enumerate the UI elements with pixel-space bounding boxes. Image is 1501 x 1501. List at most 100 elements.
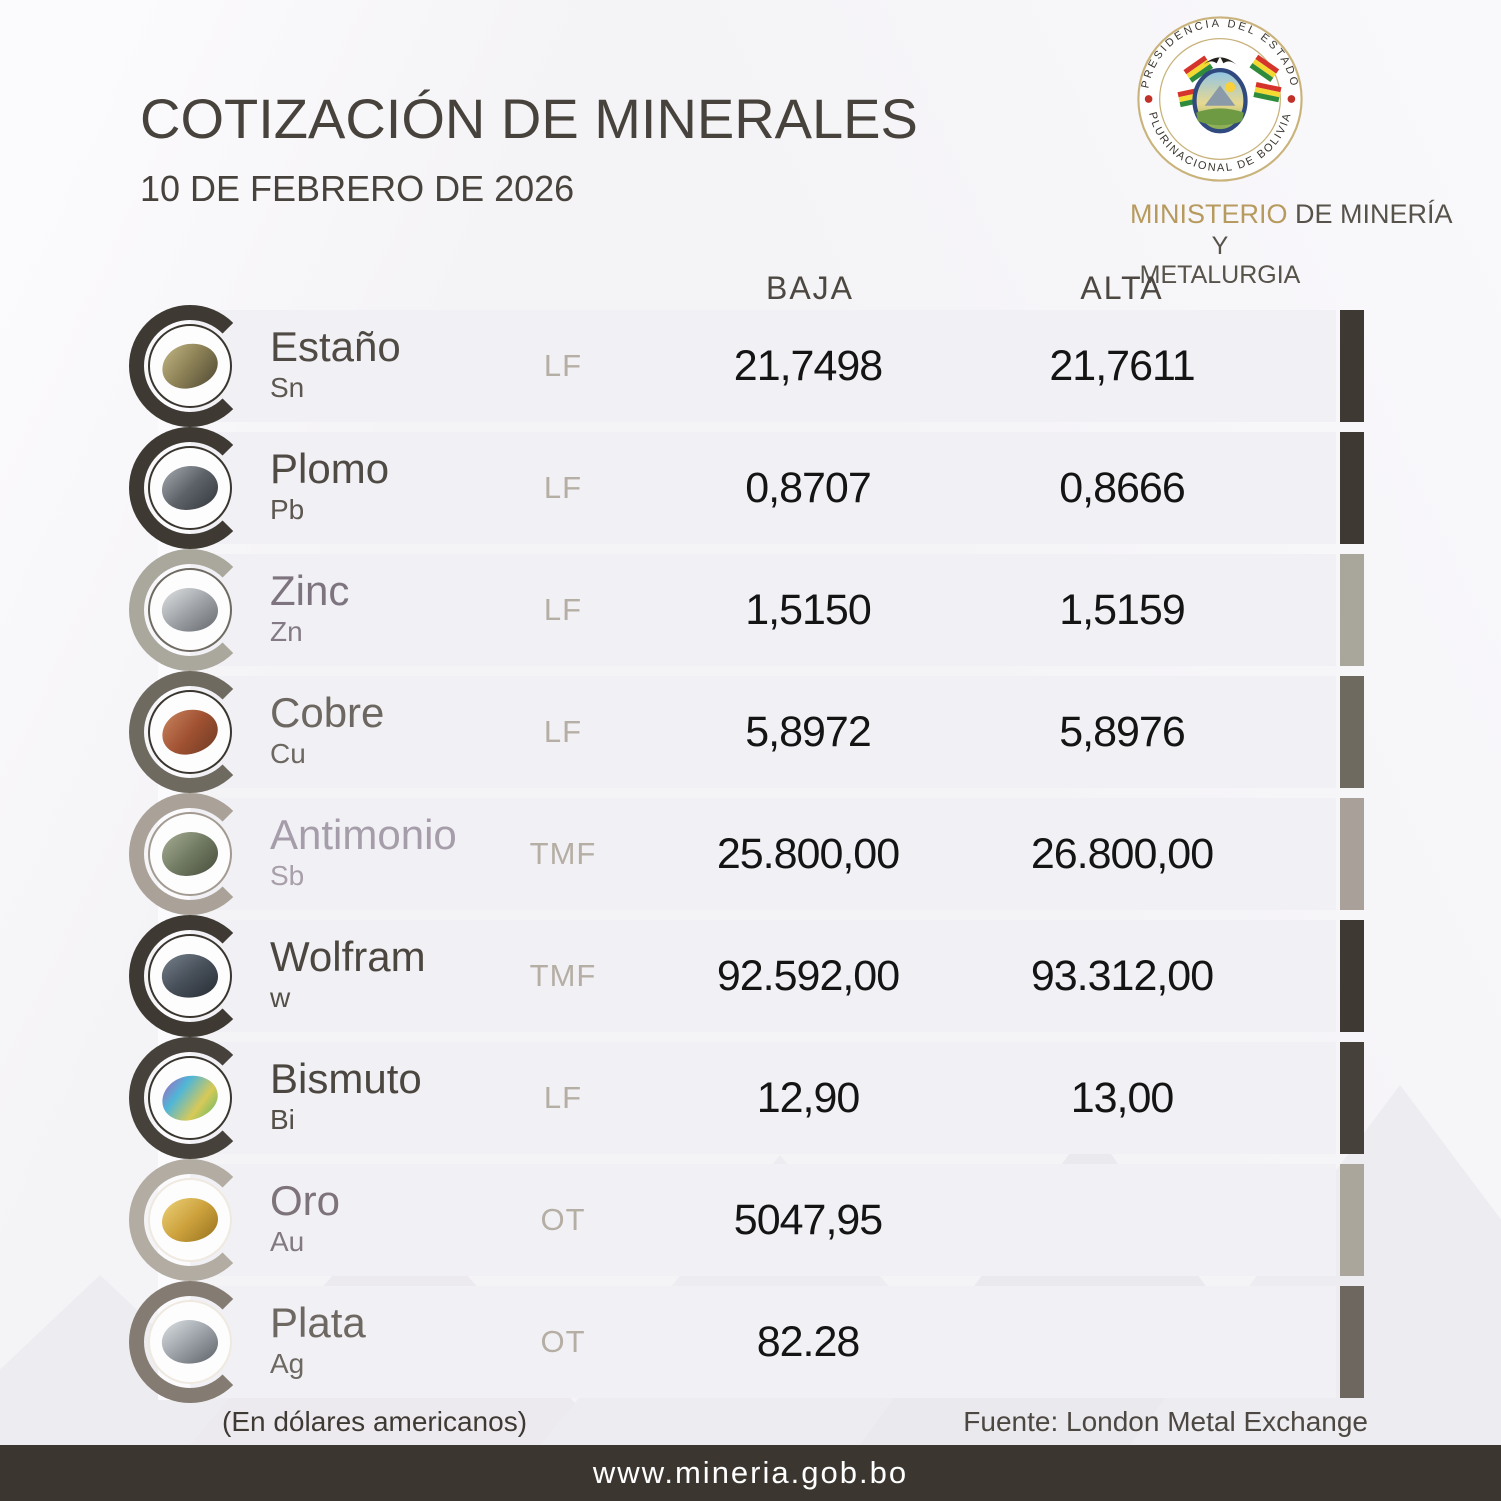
mineral-photo <box>159 706 221 758</box>
alta-value <box>962 1164 1282 1276</box>
table-row: Wolfram w TMF 92.592,00 93.312,00 <box>129 915 1364 1037</box>
row-background <box>190 920 1336 1032</box>
mineral-photo <box>159 584 221 636</box>
table-row: Cobre Cu LF 5,8972 5,8976 <box>129 671 1364 793</box>
table-row: Antimonio Sb TMF 25.800,00 26.800,00 <box>129 793 1364 915</box>
alta-value: 93.312,00 <box>1030 951 1214 1000</box>
report-date: 10 DE FEBRERO DE 2026 <box>140 168 575 209</box>
row-background <box>190 1042 1336 1154</box>
row-background <box>190 798 1336 910</box>
mineral-symbol: Bi <box>270 1104 295 1136</box>
row-accent-bar <box>1340 432 1364 544</box>
mineral-photo-circle <box>148 690 232 774</box>
mineral-name: Cobre <box>270 689 385 736</box>
row-accent-bar <box>1340 798 1364 910</box>
row-background <box>190 310 1336 422</box>
ministry-name: MINISTERIO DE MINERÍA <box>1130 199 1453 230</box>
mineral-photo-badge <box>129 549 251 671</box>
mineral-symbol: Zn <box>270 616 303 648</box>
mineral-name: Oro <box>270 1177 341 1224</box>
ministry-logo: PRESIDENCIA DEL ESTADO PLURINACIONAL DE … <box>1130 14 1453 290</box>
row-accent-bar <box>1340 1286 1364 1398</box>
mineral-photo-badge <box>129 1037 251 1159</box>
mineral-symbol: Sb <box>270 860 305 892</box>
source-note: Fuente: London Metal Exchange <box>963 1406 1368 1437</box>
mineral-photo-badge <box>129 1281 251 1403</box>
table-row: Estaño Sn LF 21,7498 21,7611 <box>129 305 1364 427</box>
mineral-name: Estaño <box>270 323 401 370</box>
mineral-photo <box>159 1072 221 1124</box>
column-header-alta: ALTA <box>1080 270 1164 306</box>
table-row: Bismuto Bi LF 12,90 13,00 <box>129 1037 1364 1159</box>
mineral-photo-circle <box>148 568 232 652</box>
table-row: Plata Ag OT 82.28 <box>129 1281 1364 1403</box>
mineral-photo <box>159 1316 221 1368</box>
mineral-symbol: Pb <box>270 494 305 526</box>
mineral-table-rows: Estaño Sn LF 21,7498 21,7611 Plomo Pb LF 0,8707 0… <box>129 305 1364 1408</box>
mineral-symbol: Ag <box>270 1348 305 1380</box>
mineral-photo-badge <box>129 671 251 793</box>
table-row: Zinc Zn LF 1,5150 1,5159 <box>129 549 1364 671</box>
row-background <box>190 676 1336 788</box>
mineral-photo-badge <box>129 1159 251 1281</box>
row-background <box>190 1164 1336 1276</box>
ministry-name-accent: MINISTERIO <box>1130 199 1288 229</box>
presidency-seal: PRESIDENCIA DEL ESTADO PLURINACIONAL DE … <box>1137 16 1303 182</box>
alta-value: 26.800,00 <box>1030 829 1214 878</box>
mineral-photo <box>159 950 221 1002</box>
mineral-symbol: w <box>270 982 291 1014</box>
alta-value: 1,5159 <box>1059 585 1186 634</box>
mineral-name-block: Plata Ag <box>270 1299 366 1380</box>
column-header-baja: BAJA <box>765 270 855 306</box>
mineral-photo <box>159 340 221 392</box>
mineral-photo-circle <box>148 1056 232 1140</box>
mineral-symbol: Au <box>270 1226 305 1258</box>
alta-value: 13,00 <box>1070 1073 1175 1122</box>
mineral-name: Bismuto <box>270 1055 422 1102</box>
unit-label: TMF <box>529 958 597 993</box>
unit-label: TMF <box>529 836 597 871</box>
baja-value: 92.592,00 <box>716 951 900 1000</box>
mineral-photo-circle <box>148 324 232 408</box>
mineral-photo-badge <box>129 793 251 915</box>
alta-value: 0,8666 <box>1059 463 1186 512</box>
mineral-name: Plata <box>270 1299 366 1346</box>
mineral-name-block: Plomo Pb <box>270 445 390 526</box>
table-row: Oro Au OT 5047,95 <box>129 1159 1364 1281</box>
ministry-name-line2: Y METALURGIA <box>1139 232 1301 289</box>
mineral-name: Plomo <box>270 445 390 492</box>
alta-value: 5,8976 <box>1059 707 1186 756</box>
mineral-name-block: Oro Au <box>270 1177 341 1258</box>
mineral-photo <box>162 832 218 876</box>
row-background <box>190 432 1336 544</box>
row-accent-bar <box>1340 1042 1364 1154</box>
baja-value: 82.28 <box>756 1317 861 1366</box>
row-accent-bar <box>1340 920 1364 1032</box>
mineral-name-block: Antimonio Sb <box>270 811 457 892</box>
mineral-photo-circle <box>148 934 232 1018</box>
mineral-name: Wolfram <box>270 933 426 980</box>
baja-value: 5,8972 <box>745 707 872 756</box>
mineral-name-block: Bismuto Bi <box>270 1055 422 1136</box>
currency-note: (En dólares americanos) <box>222 1406 528 1437</box>
mineral-name: Antimonio <box>270 811 457 858</box>
mineral-photo-circle <box>148 446 232 530</box>
bottom-bar: www.mineria.gob.bo <box>0 1445 1501 1501</box>
mineral-photo-badge <box>129 915 251 1037</box>
baja-value: 21,7498 <box>733 341 883 390</box>
row-accent-bar <box>1340 310 1364 422</box>
baja-value: 5047,95 <box>733 1195 883 1244</box>
page-title: COTIZACIÓN DE MINERALES <box>140 87 918 150</box>
row-background <box>190 554 1336 666</box>
unit-label: LF <box>543 348 583 383</box>
row-accent-bar <box>1340 1164 1364 1276</box>
baja-value: 12,90 <box>756 1073 861 1122</box>
baja-value: 0,8707 <box>745 463 872 512</box>
unit-label: LF <box>543 470 583 505</box>
alta-value <box>962 1286 1282 1398</box>
mineral-photo-circle <box>148 812 232 896</box>
unit-label: OT <box>540 1202 586 1237</box>
ministry-name-rest: DE MINERÍA <box>1287 199 1453 229</box>
mineral-name-block: Cobre Cu <box>270 689 385 770</box>
